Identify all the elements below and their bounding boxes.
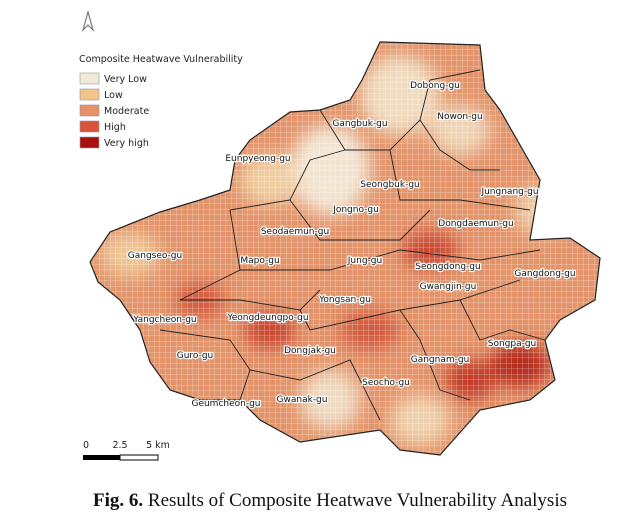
- district-label: Mapo-gu: [240, 256, 279, 266]
- north-arrow: [81, 9, 95, 33]
- district-labels: Dobong-gu Nowon-gu Gangbuk-gu Eunpyeong-gu S…: [127, 80, 577, 411]
- district-label: Dongdaemun-gu: [438, 219, 513, 229]
- legend-swatch: [79, 72, 100, 85]
- caption-text: Results of Composite Heatwave Vulnerabil…: [148, 490, 567, 511]
- district-label: Jongno-gu: [332, 205, 379, 215]
- legend-label: Very Low: [104, 74, 147, 85]
- legend-label: Low: [104, 90, 123, 101]
- scale-bar: 0 2.5 5 km: [83, 440, 170, 461]
- caption-label: Fig. 6.: [93, 490, 143, 511]
- scale-label: 2.5: [112, 440, 127, 451]
- district-boundaries: [159, 69, 546, 421]
- district-label: Seongdong-gu: [415, 262, 480, 272]
- district-label: Seodaemun-gu: [261, 227, 329, 237]
- district-label: Gwanak-gu: [277, 395, 328, 405]
- district-label: Dobong-gu: [410, 81, 460, 91]
- legend: Composite Heatwave Vulnerability Very Lo…: [79, 54, 243, 149]
- legend-label: Moderate: [104, 106, 149, 117]
- district-label: Guro-gu: [177, 351, 214, 361]
- district-label: Gangnam-gu: [411, 355, 470, 365]
- scale-segment: [119, 454, 159, 461]
- district-label: Yeongdeungpo-gu: [226, 313, 308, 323]
- district-label: Gwangjin-gu: [420, 282, 477, 292]
- legend-label: High: [104, 122, 126, 133]
- vulnerability-surface: [90, 42, 600, 455]
- district-label: Yangcheon-gu: [132, 315, 196, 325]
- district-label: Gangseo-gu: [128, 251, 182, 261]
- legend-label: Very high: [104, 138, 149, 149]
- caption: Fig. 6. Results of Composite Heatwave Vu…: [93, 490, 567, 511]
- legend-swatch: [79, 120, 100, 133]
- district-label: Gangbuk-gu: [332, 119, 387, 129]
- scale-label: 0: [83, 440, 89, 451]
- district-label: Dongjak-gu: [284, 346, 336, 356]
- district-label: Yongsan-gu: [318, 295, 371, 305]
- district-label: Gangdong-gu: [514, 269, 575, 279]
- legend-title: Composite Heatwave Vulnerability: [79, 54, 243, 65]
- district-label: Eunpyeong-gu: [225, 154, 290, 164]
- scale-label: 5 km: [146, 440, 170, 451]
- legend-swatch: [79, 104, 100, 117]
- district-label: Jungnang-gu: [480, 187, 538, 197]
- legend-swatch: [79, 88, 100, 101]
- scale-segment: [83, 455, 120, 460]
- district-label: Seongbuk-gu: [360, 180, 419, 190]
- grid-cells: [90, 42, 600, 455]
- district-label: Geumcheon-gu: [191, 399, 260, 409]
- district-label: Seocho-gu: [362, 378, 410, 388]
- district-label: Jung-gu: [347, 256, 382, 266]
- district-label: Nowon-gu: [437, 112, 482, 122]
- legend-swatch: [79, 136, 100, 149]
- district-label: Songpa-gu: [488, 339, 537, 349]
